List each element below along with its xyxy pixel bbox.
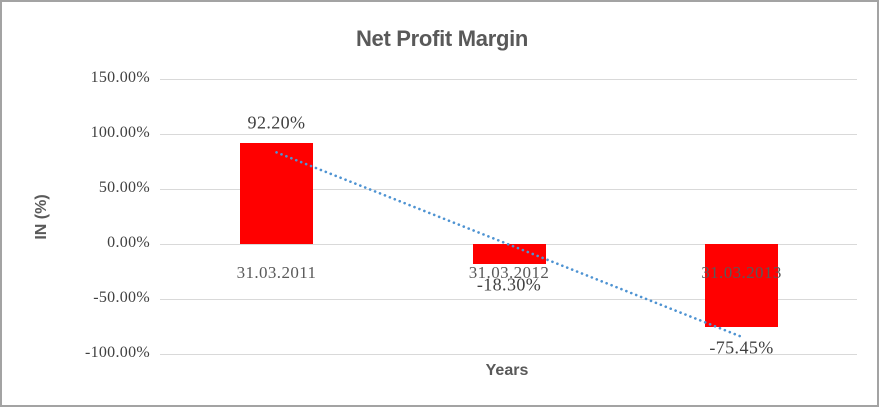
y-tick-label: 150.00% — [90, 69, 150, 86]
category-label: 31.03.2011 — [236, 263, 317, 282]
chart-title: Net Profit Margin — [355, 26, 529, 51]
gridline — [160, 353, 857, 355]
y-axis-title: IN (%) — [33, 194, 50, 240]
chart-bar — [240, 142, 313, 244]
y-tick-label: 100.00% — [90, 124, 150, 141]
x-axis-title: Years — [485, 362, 529, 379]
y-tick-label: -100.00% — [84, 344, 150, 361]
data-label: 92.20% — [247, 112, 306, 133]
y-tick-label: 50.00% — [98, 179, 150, 196]
gridline — [160, 78, 857, 80]
y-tick-label: 0.00% — [107, 234, 150, 251]
chart-bar — [705, 244, 778, 327]
data-label: -18.30% — [476, 274, 542, 295]
data-label: -75.45% — [709, 337, 774, 358]
chart-bar — [472, 244, 546, 265]
gridline — [160, 133, 857, 135]
category-label: 31.03.2013 — [701, 263, 782, 282]
y-tick-label: -50.00% — [93, 289, 150, 306]
